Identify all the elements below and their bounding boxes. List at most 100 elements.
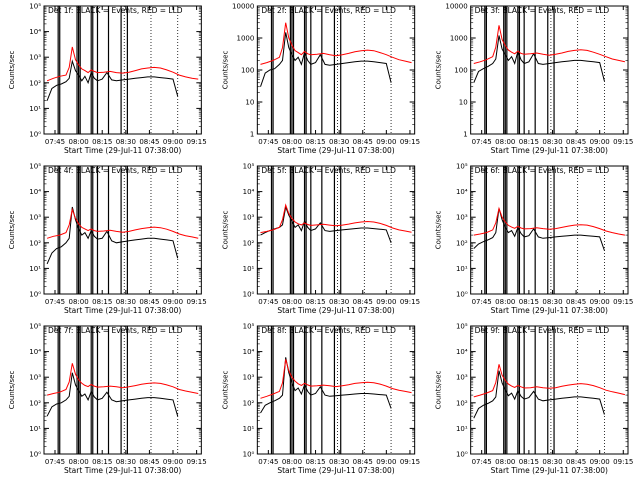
x-tick-label: 09:15: [187, 298, 207, 306]
plot-frame: [43, 165, 202, 295]
plot-frame: [256, 165, 416, 295]
y-tick-label: 10⁴: [243, 188, 255, 196]
x-tick-label: 08:45: [139, 458, 159, 466]
panel-title: Det 4f: BLACK = Events, RED = LLD: [48, 166, 183, 175]
series-lld: [260, 359, 412, 399]
y-tick-label: 10³: [29, 54, 41, 62]
y-tick-label: 10¹: [243, 425, 255, 433]
x-tick-label: 09:15: [400, 458, 420, 466]
x-tick-label: 08:30: [329, 298, 349, 306]
x-tick-label: 09:15: [187, 138, 207, 146]
x-tick-label: 08:45: [353, 298, 373, 306]
panel-title: Det 3f: BLACK = Events, RED = LLD: [475, 6, 610, 15]
x-tick-label: 09:15: [400, 138, 420, 146]
y-tick-label: 10³: [243, 374, 255, 382]
x-tick-label: 08:30: [329, 458, 349, 466]
y-tick-label: 1000: [237, 35, 255, 43]
series-lld: [473, 364, 626, 398]
plot-frame: [470, 325, 629, 455]
panel-title: Det 9f: BLACK = Events, RED = LLD: [475, 326, 610, 335]
y-tick-label: 10000: [445, 3, 467, 11]
x-axis-label: Start Time (29-Jul-11 07:38:00): [277, 466, 394, 475]
x-tick-label: 08:15: [519, 458, 539, 466]
detector-panel-4: 07:45 08:00 08:15 08:30 08:45 09:00 09:15 10⁰ 10…: [8, 163, 207, 316]
detector-panel-7: 07:45 08:00 08:15 08:30 08:45 09:00 09:15 10⁰ 10…: [8, 323, 207, 476]
panel-title: Det 8f: BLACK = Events, RED = LLD: [261, 326, 396, 335]
detector-panel-5: 07:45 08:00 08:15 08:30 08:45 09:00 09:15 10⁰ 10…: [221, 163, 420, 316]
y-tick-label: 10⁴: [29, 28, 41, 36]
y-tick-label: 10¹: [456, 265, 468, 273]
x-axis-label: Start Time (29-Jul-11 07:38:00): [277, 146, 394, 155]
y-tick-label: 10⁴: [29, 188, 41, 196]
y-tick-label: 10: [459, 99, 468, 107]
y-axis-label: Counts/sec: [221, 371, 229, 410]
x-tick-label: 08:15: [519, 298, 539, 306]
y-tick-label: 10³: [243, 214, 255, 222]
x-tick-label: 08:45: [353, 458, 373, 466]
x-tick-label: 08:30: [542, 298, 562, 306]
x-tick-label: 09:00: [163, 138, 183, 146]
y-tick-label: 10¹: [29, 265, 41, 273]
x-axis-label: Start Time (29-Jul-11 07:38:00): [491, 146, 608, 155]
x-tick-label: 08:30: [329, 138, 349, 146]
y-tick-label: 10⁰: [29, 131, 41, 139]
x-tick-label: 08:00: [495, 298, 515, 306]
series-events: [260, 205, 392, 243]
detector-panel-1: 07:45 08:00 08:15 08:30 08:45 09:00 09:15 10⁰ 10…: [8, 3, 207, 156]
x-tick-label: 09:00: [590, 298, 610, 306]
y-tick-label: 10³: [456, 374, 468, 382]
y-tick-label: 10⁴: [243, 348, 255, 356]
y-tick-label: 10²: [29, 239, 41, 247]
x-tick-label: 07:45: [45, 458, 65, 466]
y-tick-label: 10³: [456, 214, 468, 222]
x-tick-label: 08:30: [116, 458, 136, 466]
x-tick-label: 07:45: [472, 138, 492, 146]
y-axis-label: Counts/sec: [8, 51, 16, 90]
x-tick-label: 08:00: [282, 138, 302, 146]
x-tick-label: 09:00: [376, 458, 396, 466]
y-axis-label: Counts/sec: [435, 371, 443, 410]
y-axis-label: Counts/sec: [8, 211, 16, 250]
x-tick-label: 09:15: [400, 298, 420, 306]
detector-panel-9: 07:45 08:00 08:15 08:30 08:45 09:00 09:15 10⁰ 10…: [435, 323, 634, 476]
plot-frame: [256, 325, 416, 455]
x-tick-label: 09:15: [187, 458, 207, 466]
x-tick-label: 08:30: [116, 138, 136, 146]
plot-frame: [43, 5, 202, 135]
y-tick-label: 100: [454, 67, 467, 75]
x-tick-label: 08:30: [542, 138, 562, 146]
y-tick-label: 10: [245, 99, 254, 107]
detector-panel-2: 07:45 08:00 08:15 08:30 08:45 09:00 09:15 1 10 10…: [221, 3, 420, 156]
y-tick-label: 10²: [243, 239, 255, 247]
series-events: [473, 35, 605, 83]
x-tick-label: 07:45: [472, 298, 492, 306]
y-tick-label: 10⁰: [243, 291, 255, 299]
y-axis-label: Counts/sec: [221, 51, 229, 90]
x-tick-label: 08:45: [139, 298, 159, 306]
y-axis-label: Counts/sec: [435, 211, 443, 250]
x-tick-label: 09:15: [613, 298, 633, 306]
detector-panel-8: 07:45 08:00 08:15 08:30 08:45 09:00 09:15 10⁰ 10…: [221, 323, 420, 476]
x-tick-label: 08:30: [116, 298, 136, 306]
series-events: [260, 357, 392, 414]
y-tick-label: 10¹: [29, 425, 41, 433]
panel-title: Det 5f: BLACK = Events, RED = LLD: [261, 166, 396, 175]
series-lld: [46, 46, 199, 82]
series-events: [46, 206, 179, 265]
y-tick-label: 10⁵: [29, 3, 41, 11]
y-tick-label: 10¹: [29, 105, 41, 113]
x-tick-label: 08:15: [92, 138, 112, 146]
series-events: [46, 59, 179, 101]
x-tick-label: 09:15: [613, 138, 633, 146]
y-tick-label: 10⁰: [29, 291, 41, 299]
x-tick-label: 09:00: [590, 138, 610, 146]
y-tick-label: 10⁰: [243, 451, 255, 459]
y-tick-label: 10¹: [456, 425, 468, 433]
y-tick-label: 10²: [29, 399, 41, 407]
x-tick-label: 07:45: [258, 458, 278, 466]
y-axis-label: Counts/sec: [8, 371, 16, 410]
series-events: [46, 372, 179, 417]
y-tick-label: 10²: [456, 399, 468, 407]
series-events: [260, 32, 392, 87]
y-tick-label: 10³: [29, 214, 41, 222]
